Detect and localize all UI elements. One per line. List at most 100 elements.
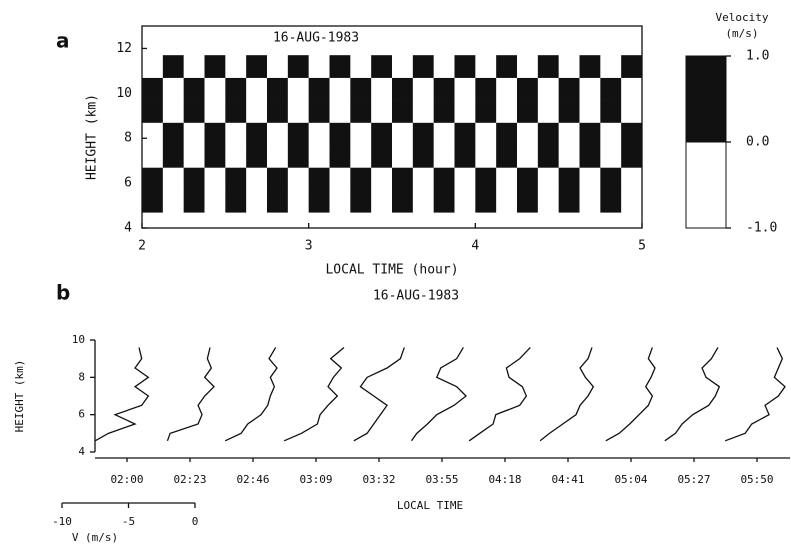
heatmap-cell (392, 167, 414, 191)
profile-line (605, 347, 656, 442)
heatmap-cell (329, 122, 351, 146)
scale-tick-label: -5 (122, 515, 135, 528)
heatmap-cell (225, 100, 247, 123)
heatmap-cell (433, 55, 455, 78)
heatmap-cell (308, 77, 330, 101)
profile-line (468, 347, 531, 442)
heatmap-cell (204, 55, 226, 78)
heatmap-cell (621, 167, 643, 191)
heatmap-cell (412, 77, 434, 101)
heatmap-cell (517, 100, 539, 123)
heatmap-cell (537, 55, 559, 78)
heatmap-cell (475, 122, 497, 146)
colorbar-segment (685, 55, 727, 143)
heatmap-cell (162, 100, 184, 123)
heatmap-cell (246, 77, 268, 101)
heatmap-cell (579, 189, 601, 213)
scale-tick-label: -10 (52, 515, 72, 528)
heatmap-cell (142, 189, 164, 213)
heatmap-cell (287, 77, 309, 101)
heatmap-cell (371, 100, 393, 123)
heatmap-cell (600, 100, 622, 123)
profile-line (94, 347, 150, 442)
colorbar-segment (685, 141, 727, 229)
heatmap-cell (621, 189, 643, 213)
heatmap-cell (267, 55, 289, 78)
heatmap-cell (517, 167, 539, 191)
x-tick-label: 02:46 (236, 473, 269, 486)
heatmap-cell (496, 189, 518, 213)
heatmap-cell (558, 144, 580, 168)
heatmap-cell (267, 77, 289, 101)
heatmap-cell (162, 77, 184, 101)
heatmap-cell (537, 100, 559, 123)
y-tick-label: 10 (72, 333, 85, 346)
heatmap-cell (287, 144, 309, 168)
heatmap-cell (350, 55, 372, 78)
heatmap-cell (142, 100, 164, 123)
x-tick-label: 03:55 (425, 473, 458, 486)
heatmap-cell (454, 55, 476, 78)
heatmap-cell (329, 167, 351, 191)
heatmap-cell (308, 189, 330, 213)
x-tick-label: 03:32 (362, 473, 395, 486)
heatmap-cell (183, 77, 205, 101)
profile-line (539, 347, 595, 442)
panel-label: b (56, 281, 70, 305)
x-tick-label: 05:04 (614, 473, 647, 486)
heatmap-cell (454, 100, 476, 123)
heatmap-cell (204, 189, 226, 213)
heatmap-cell (433, 167, 455, 191)
heatmap-cell (329, 55, 351, 78)
heatmap-cell (600, 167, 622, 191)
chart-title: 16-AUG-1983 (273, 31, 359, 46)
heatmap-cell (496, 100, 518, 123)
heatmap-cell (454, 189, 476, 213)
heatmap-cell (600, 77, 622, 101)
heatmap-cell (433, 189, 455, 213)
heatmap-cell (475, 189, 497, 213)
heatmap-cell (579, 77, 601, 101)
heatmap-cell (392, 144, 414, 168)
heatmap-cell (558, 55, 580, 78)
heatmap-cell (412, 144, 434, 168)
heatmap-cell (558, 189, 580, 213)
heatmap-cell (412, 55, 434, 78)
x-tick-label: 02:23 (173, 473, 206, 486)
heatmap-cell (308, 100, 330, 123)
heatmap-cell (621, 100, 643, 123)
heatmap-cell (329, 77, 351, 101)
x-axis-label: LOCAL TIME (397, 499, 463, 512)
heatmap-cell (517, 77, 539, 101)
heatmap-cell (267, 167, 289, 191)
x-tick-label: 2 (138, 239, 146, 254)
heatmap-cell (558, 100, 580, 123)
profile-line (724, 347, 786, 442)
colorbar-tick-label: 1.0 (746, 49, 769, 64)
heatmap-cell (537, 77, 559, 101)
heatmap-cell (246, 55, 268, 78)
heatmap-cell (537, 167, 559, 191)
heatmap-cell (475, 100, 497, 123)
heatmap-cell (496, 55, 518, 78)
heatmap-cell (579, 100, 601, 123)
heatmap-cell (454, 144, 476, 168)
heatmap-cell (371, 144, 393, 168)
x-tick-label: 05:27 (677, 473, 710, 486)
heatmap-cell (225, 167, 247, 191)
heatmap-cell (392, 100, 414, 123)
heatmap-cell (287, 55, 309, 78)
panel-label: a (56, 29, 70, 53)
heatmap-cell (371, 122, 393, 146)
profile-line (664, 347, 721, 442)
x-axis-label: LOCAL TIME (hour) (325, 263, 458, 278)
heatmap-cell (454, 77, 476, 101)
y-tick-label: 6 (78, 408, 85, 421)
y-tick-label: 4 (124, 221, 132, 236)
x-tick-label: 04:18 (488, 473, 521, 486)
profile-line (166, 347, 215, 442)
heatmap-cell (225, 122, 247, 146)
heatmap-cell (225, 144, 247, 168)
heatmap-cell (329, 189, 351, 213)
